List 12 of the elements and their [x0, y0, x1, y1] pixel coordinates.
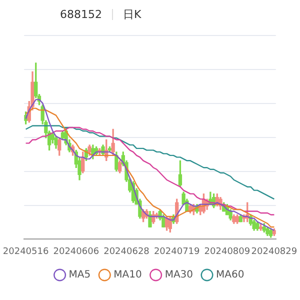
x-tick-label: 20240719 [154, 246, 200, 257]
legend-label: MA30 [164, 270, 194, 281]
x-tick-label: 20240628 [104, 246, 150, 257]
x-tick-label: 20240516 [2, 246, 49, 257]
x-tick-label: 20240829 [251, 246, 298, 257]
chart-subtitle: 日K [123, 6, 142, 22]
legend-label: MA5 [68, 270, 91, 281]
x-tick-label: 20240809 [204, 246, 250, 257]
legend-label: MA10 [114, 270, 142, 281]
legend-label: MA60 [216, 270, 244, 281]
x-tick-label: 20240606 [53, 246, 100, 257]
chart-title: 688152 [60, 8, 102, 20]
